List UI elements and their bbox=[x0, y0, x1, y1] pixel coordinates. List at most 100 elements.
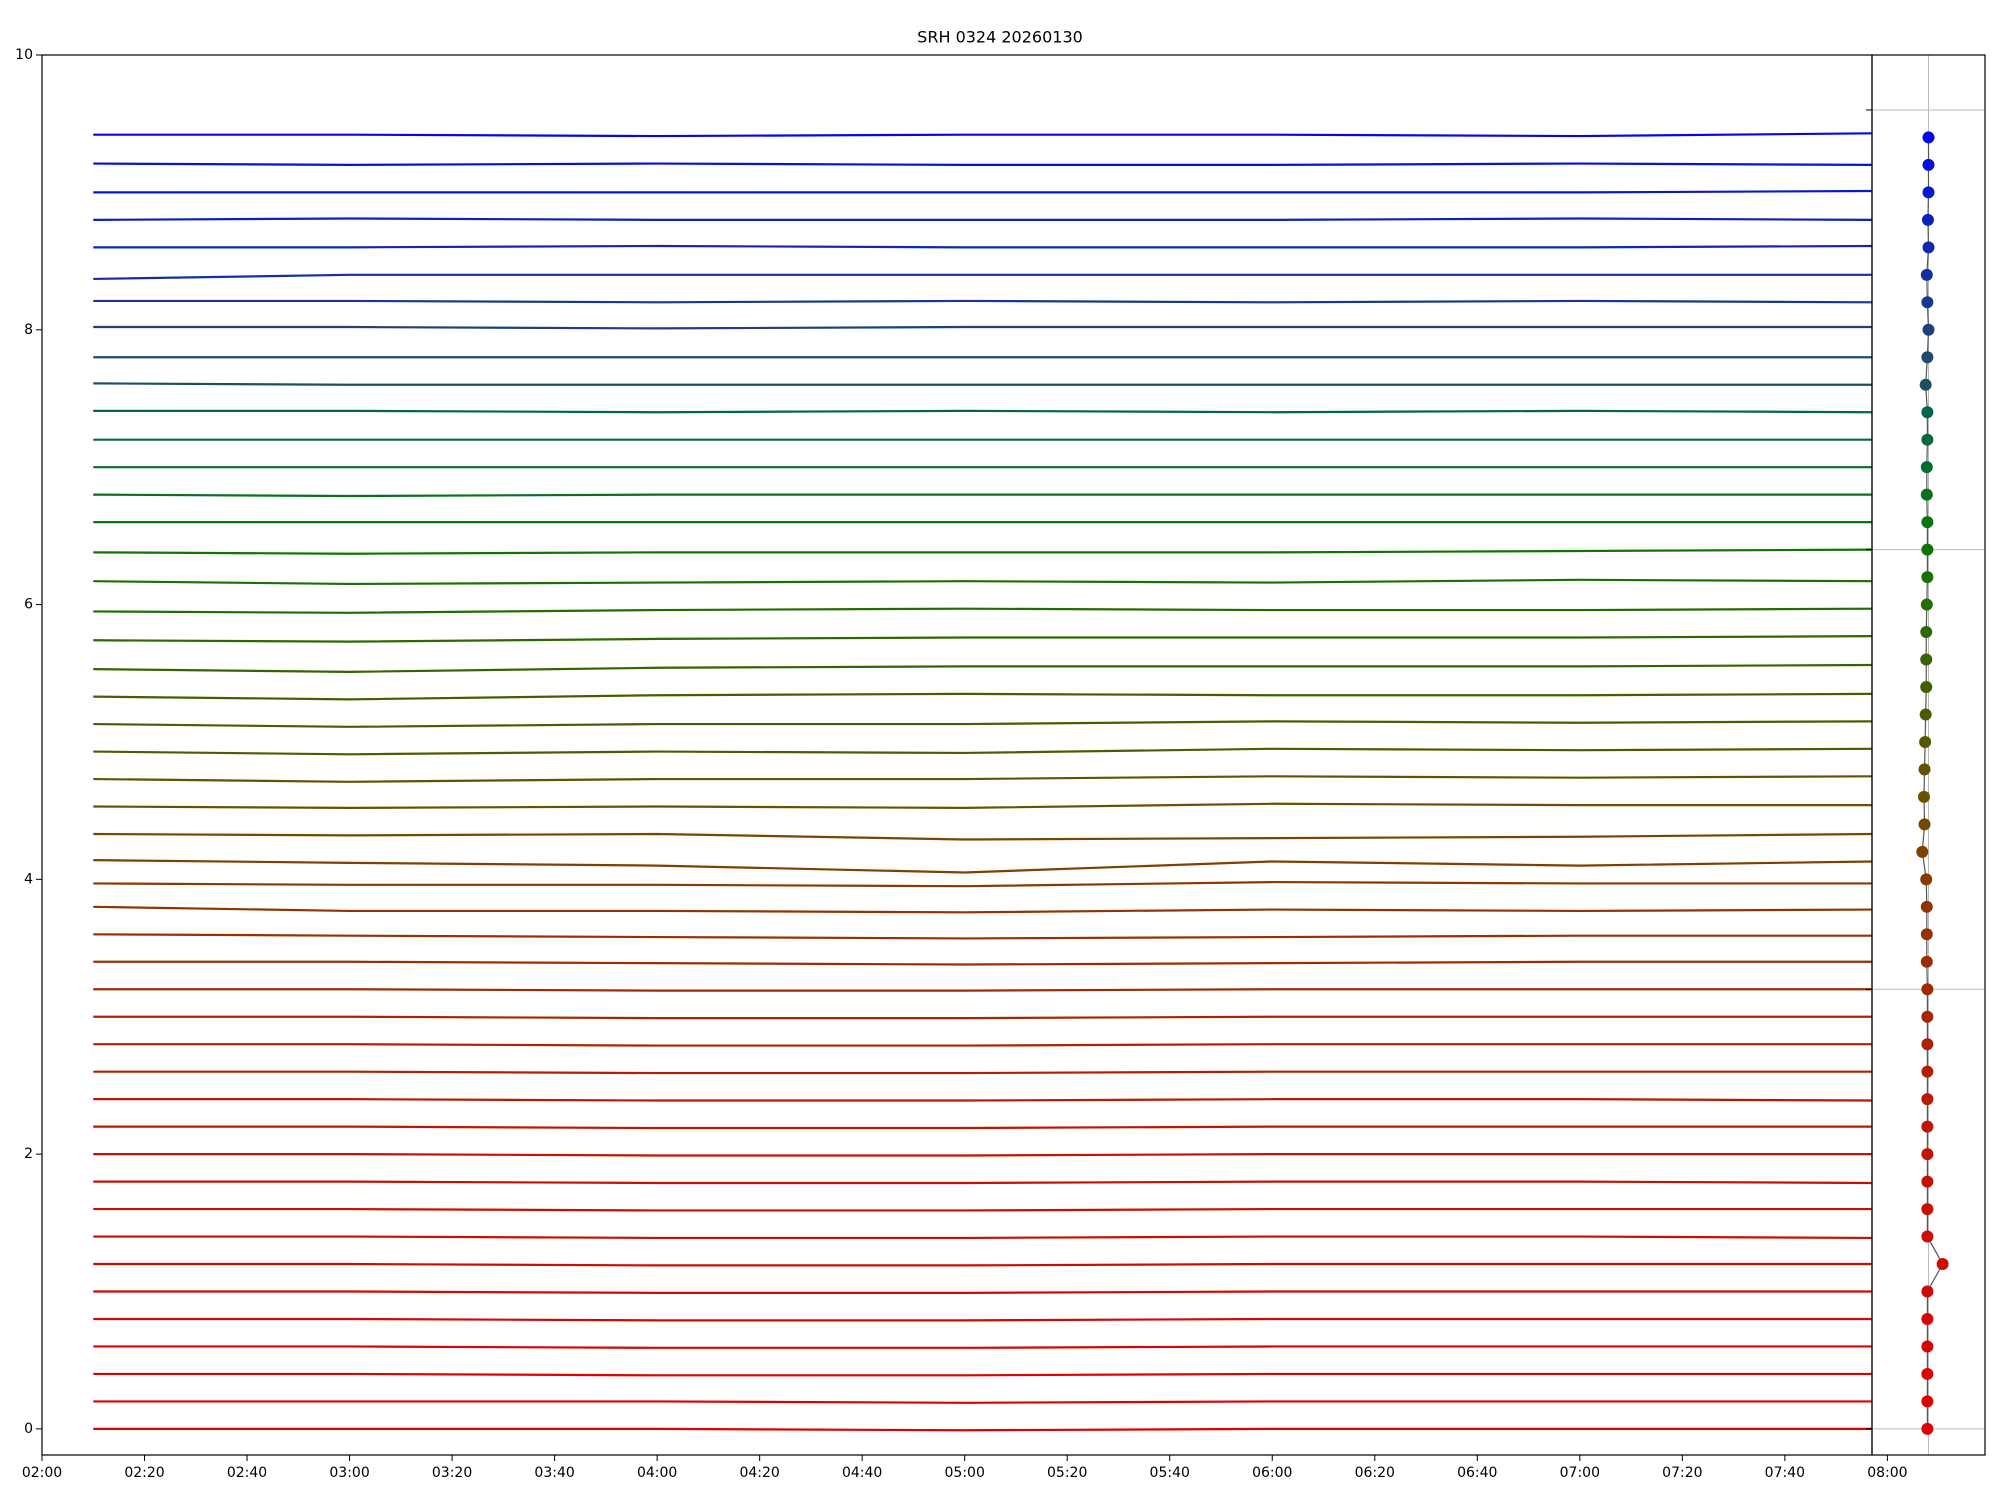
x-tick-label: 04:40 bbox=[842, 1465, 882, 1481]
point bbox=[1920, 928, 1933, 941]
point bbox=[1921, 1312, 1934, 1325]
x-tick-label: 08:00 bbox=[1867, 1465, 1907, 1481]
point bbox=[1920, 626, 1933, 639]
y-tick-label: 4 bbox=[24, 871, 33, 887]
trace bbox=[93, 1180, 1873, 1185]
x-tick-label: 03:40 bbox=[534, 1465, 574, 1481]
x-tick-label: 03:00 bbox=[329, 1465, 369, 1481]
point bbox=[1921, 1175, 1934, 1188]
trace bbox=[93, 1207, 1872, 1212]
trace bbox=[93, 692, 1873, 701]
point bbox=[1921, 1093, 1934, 1106]
point bbox=[1922, 241, 1935, 254]
trace bbox=[93, 299, 1873, 304]
trace bbox=[93, 1372, 1872, 1377]
point bbox=[1921, 1203, 1934, 1216]
trace bbox=[93, 960, 1872, 966]
point bbox=[1921, 1038, 1934, 1051]
trace bbox=[93, 802, 1872, 809]
x-tick-label: 05:40 bbox=[1150, 1465, 1190, 1481]
trace bbox=[93, 905, 1873, 914]
point bbox=[1921, 1148, 1934, 1161]
point bbox=[1922, 186, 1935, 199]
trace bbox=[93, 988, 1872, 992]
trace bbox=[93, 747, 1873, 756]
trace bbox=[93, 775, 1873, 783]
point bbox=[1921, 543, 1934, 556]
trace bbox=[93, 162, 1873, 167]
trace bbox=[93, 548, 1873, 555]
trace bbox=[93, 880, 1872, 888]
chart-title: SRH 0324 20260130 bbox=[917, 28, 1083, 47]
point bbox=[1922, 158, 1935, 171]
point bbox=[1921, 571, 1934, 584]
point bbox=[1920, 873, 1933, 886]
trace bbox=[93, 273, 1872, 281]
point bbox=[1921, 351, 1934, 364]
x-tick-label: 04:00 bbox=[637, 1465, 677, 1481]
trace bbox=[93, 1043, 1872, 1047]
trace bbox=[93, 1400, 1872, 1404]
point bbox=[1920, 461, 1933, 474]
y-tick-label: 0 bbox=[24, 1421, 33, 1437]
x-tick-label: 03:20 bbox=[432, 1465, 472, 1481]
trace bbox=[93, 720, 1873, 728]
trace bbox=[93, 244, 1873, 249]
point bbox=[1920, 598, 1933, 611]
trace bbox=[93, 663, 1873, 673]
trace bbox=[93, 1427, 1872, 1432]
point bbox=[1920, 955, 1933, 968]
x-tick-label: 02:40 bbox=[227, 1465, 267, 1481]
point bbox=[1920, 680, 1933, 693]
x-tick-label: 06:20 bbox=[1355, 1465, 1395, 1481]
point bbox=[1921, 296, 1934, 309]
trace bbox=[93, 1015, 1872, 1020]
point bbox=[1919, 708, 1932, 721]
trace bbox=[93, 859, 1873, 874]
trace bbox=[93, 1098, 1873, 1102]
point bbox=[1921, 1367, 1934, 1380]
point bbox=[1921, 1120, 1934, 1133]
x-tick-label: 05:20 bbox=[1047, 1465, 1087, 1481]
point bbox=[1921, 516, 1934, 529]
point bbox=[1921, 1340, 1934, 1353]
point bbox=[1920, 900, 1933, 913]
point bbox=[1919, 378, 1932, 391]
trace bbox=[93, 635, 1873, 643]
x-tick-label: 07:20 bbox=[1662, 1465, 1702, 1481]
point bbox=[1918, 818, 1931, 831]
trace bbox=[93, 1317, 1872, 1322]
point bbox=[1936, 1258, 1949, 1271]
trace bbox=[93, 1262, 1872, 1267]
x-tick-label: 06:40 bbox=[1457, 1465, 1497, 1481]
x-tick-label: 04:20 bbox=[739, 1465, 779, 1481]
point bbox=[1921, 1395, 1934, 1408]
point bbox=[1921, 1422, 1934, 1435]
trace bbox=[93, 382, 1872, 386]
y-tick-label: 10 bbox=[15, 47, 33, 63]
point bbox=[1921, 983, 1934, 996]
trace bbox=[93, 607, 1873, 614]
trace bbox=[93, 1070, 1872, 1075]
trace bbox=[93, 217, 1873, 221]
point bbox=[1921, 406, 1934, 419]
trace bbox=[93, 832, 1873, 841]
point bbox=[1921, 1285, 1934, 1298]
x-tick-label: 07:00 bbox=[1560, 1465, 1600, 1481]
point bbox=[1916, 845, 1929, 858]
point bbox=[1922, 131, 1935, 144]
trace bbox=[93, 409, 1873, 414]
point bbox=[1920, 653, 1933, 666]
trace bbox=[93, 325, 1872, 330]
point bbox=[1917, 790, 1930, 803]
y-tick-label: 8 bbox=[24, 322, 33, 338]
point bbox=[1920, 268, 1933, 281]
trace bbox=[93, 1235, 1873, 1240]
point bbox=[1921, 1065, 1934, 1078]
x-tick-label: 02:20 bbox=[124, 1465, 164, 1481]
point bbox=[1921, 1010, 1934, 1023]
trace bbox=[93, 1153, 1872, 1157]
point bbox=[1921, 433, 1934, 446]
point bbox=[1918, 763, 1931, 776]
